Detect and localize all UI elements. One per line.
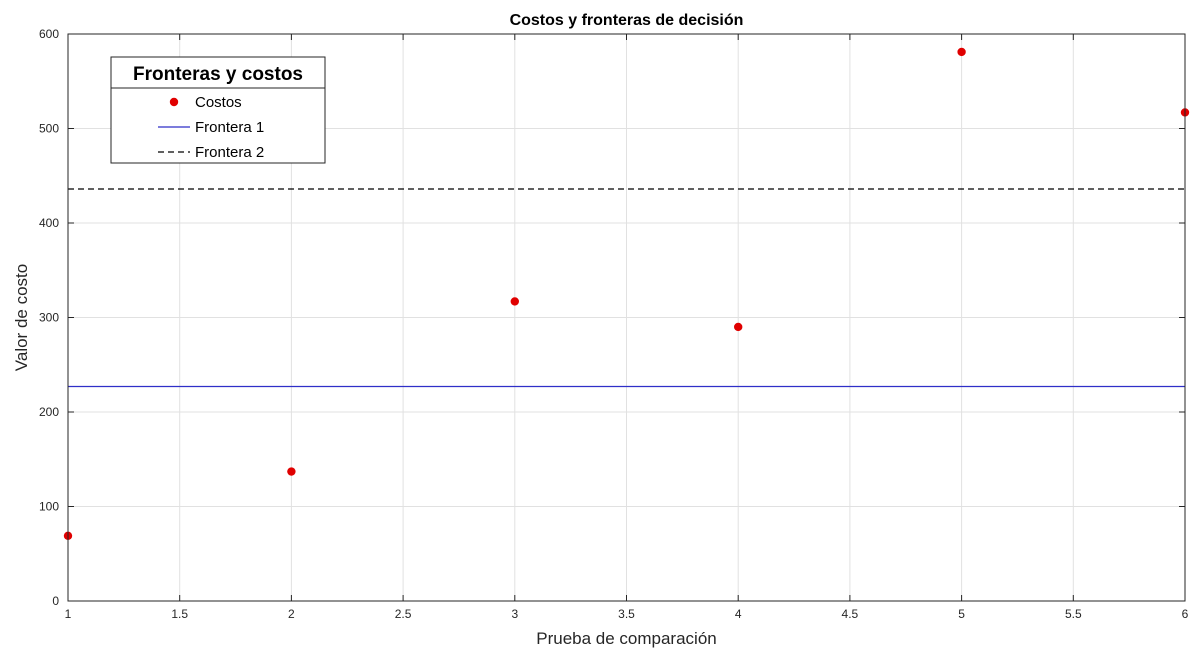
y-tick-label: 600	[39, 27, 59, 41]
legend-label: Frontera 1	[195, 119, 264, 136]
chart-title: Costos y fronteras de decisión	[510, 12, 744, 29]
x-tick-label: 4.5	[842, 607, 859, 621]
decision-boundaries	[68, 188, 1185, 388]
x-tick-label: 4	[735, 607, 742, 621]
y-tick-label: 500	[39, 122, 59, 136]
cost-point	[734, 322, 743, 332]
y-tick-label: 0	[52, 594, 59, 608]
cost-point	[287, 467, 296, 476]
legend-title: Fronteras y costos	[133, 64, 303, 85]
cost-point	[510, 297, 519, 306]
cost-point	[957, 47, 966, 57]
x-tick-label: 1.5	[171, 607, 188, 621]
legend-label: Costos	[195, 94, 242, 111]
legend-label: Frontera 2	[195, 144, 264, 161]
legend-box	[110, 56, 326, 164]
y-axis-label: Valor de costo	[12, 264, 31, 371]
y-tick-label: 400	[39, 216, 59, 230]
x-tick-label: 5	[958, 607, 965, 621]
x-tick-label: 2	[288, 607, 295, 621]
axis-ticks: 1 1.5 2 2.5 3 3.5 4 4.5 5 5.5 6 0 100 200 300 400 500 600	[39, 27, 1189, 621]
y-tick-label: 100	[39, 500, 59, 514]
x-tick-label: 3	[511, 607, 518, 621]
legend-items: Costos Frontera 1 Frontera 2	[158, 94, 264, 161]
x-tick-label: 5.5	[1065, 607, 1082, 621]
x-tick-label: 6	[1182, 607, 1189, 621]
x-tick-label: 3.5	[618, 607, 635, 621]
x-axis-label: Prueba de comparación	[536, 629, 717, 648]
legend: Fronteras y costos Costos Frontera 1 Front…	[110, 56, 326, 164]
y-tick-label: 300	[39, 311, 59, 325]
y-tick-label: 200	[39, 405, 59, 419]
cost-points	[63, 47, 1190, 540]
x-tick-label: 1	[65, 607, 72, 621]
x-tick-label: 2.5	[395, 607, 412, 621]
legend-marker-costos	[169, 97, 179, 107]
